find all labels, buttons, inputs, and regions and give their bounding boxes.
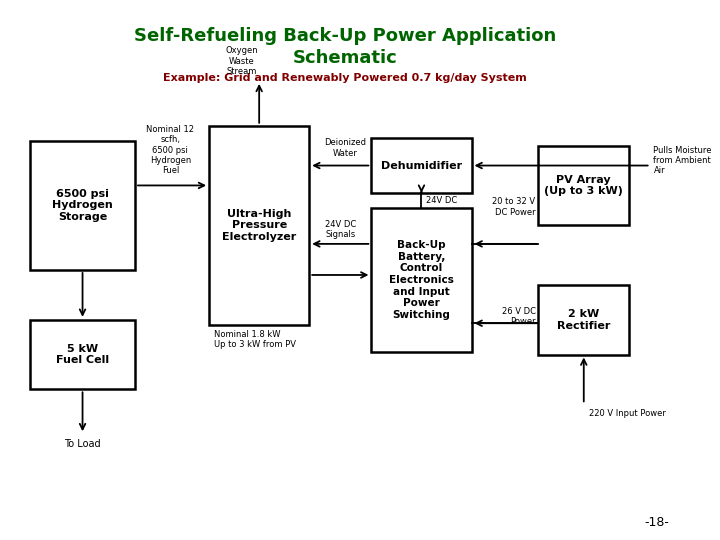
Text: 220 V Input Power: 220 V Input Power [588, 409, 665, 418]
Text: Schematic: Schematic [293, 49, 397, 67]
Bar [372, 208, 472, 352]
Text: Oxygen
Waste
Stream: Oxygen Waste Stream [225, 46, 258, 76]
Text: PV Array
(Up to 3 kW): PV Array (Up to 3 kW) [544, 174, 624, 196]
Text: 6500 psi
Hydrogen
Storage: 6500 psi Hydrogen Storage [52, 189, 113, 222]
Bar [209, 126, 310, 325]
Text: Dehumidifier: Dehumidifier [381, 160, 462, 171]
Bar [539, 285, 629, 355]
Text: Back-Up
Battery,
Control
Electronics
and Input
Power
Switching: Back-Up Battery, Control Electronics and… [389, 240, 454, 320]
Text: Ultra-High
Pressure
Electrolyzer: Ultra-High Pressure Electrolyzer [222, 208, 297, 242]
Bar [372, 138, 472, 193]
Text: 24V DC
Signals: 24V DC Signals [325, 220, 356, 239]
Text: Example: Grid and Renewably Powered 0.7 kg/day System: Example: Grid and Renewably Powered 0.7 … [163, 73, 527, 83]
Text: To Load: To Load [64, 439, 101, 449]
Text: Deionized
Water: Deionized Water [324, 138, 366, 158]
Bar [30, 140, 135, 270]
Text: -18-: -18- [645, 516, 670, 529]
Text: Nominal 12
scfh,
6500 psi
Hydrogen
Fuel: Nominal 12 scfh, 6500 psi Hydrogen Fuel [146, 125, 194, 176]
Text: Nominal 1.8 kW
Up to 3 kW from PV: Nominal 1.8 kW Up to 3 kW from PV [214, 330, 296, 349]
Text: Self-Refueling Back-Up Power Application: Self-Refueling Back-Up Power Application [134, 27, 557, 45]
Bar [30, 320, 135, 389]
Text: 26 V DC
Power: 26 V DC Power [502, 307, 536, 326]
Text: Pulls Moisture
from Ambient
Air: Pulls Moisture from Ambient Air [654, 146, 712, 176]
Text: 20 to 32 V
DC Power: 20 to 32 V DC Power [492, 198, 536, 217]
Text: 5 kW
Fuel Cell: 5 kW Fuel Cell [56, 344, 109, 366]
Text: 2 kW
Rectifier: 2 kW Rectifier [557, 309, 611, 330]
Text: 24V DC: 24V DC [426, 196, 457, 205]
Bar [539, 146, 629, 225]
